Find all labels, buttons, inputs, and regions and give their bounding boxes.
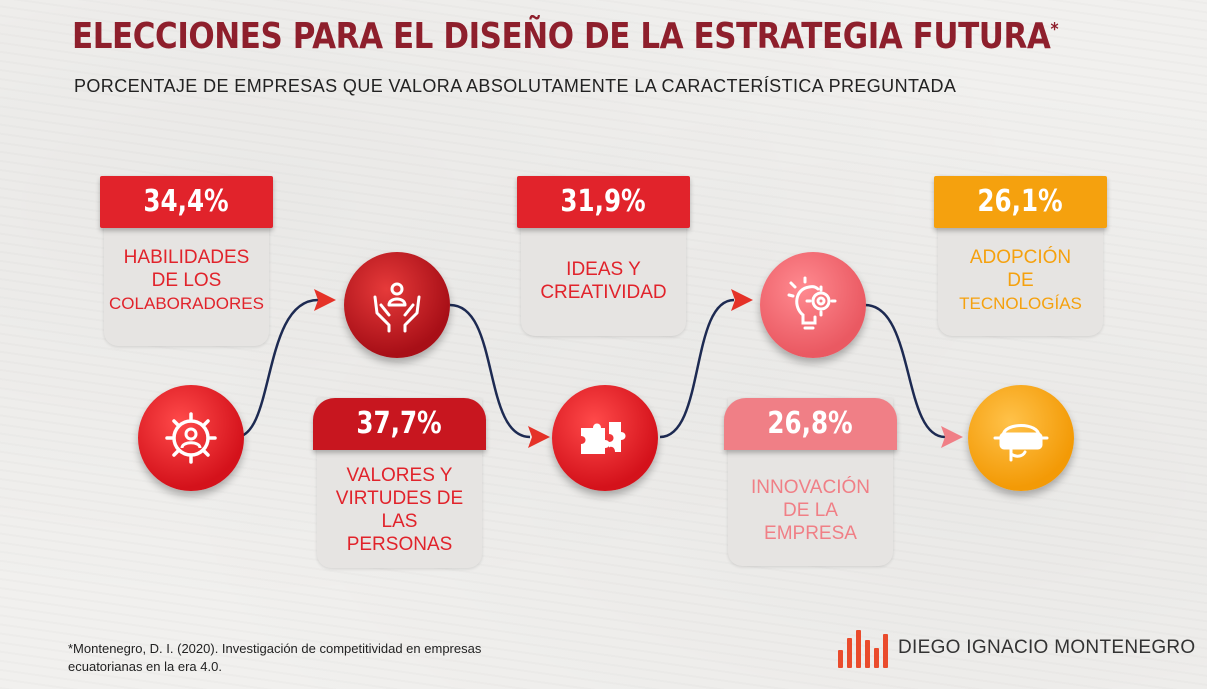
card-valores: 37,7% VALORES Y VIRTUDES DE LAS PERSONAS [313, 398, 486, 568]
card-label: IDEAS Y CREATIVIDAD [540, 259, 667, 303]
arrow-head-4 [941, 426, 963, 448]
connector-1 [235, 298, 319, 439]
card-label: HABILIDADES DE LOS COLABORADORES [109, 247, 264, 313]
value-badge: 34,4% [100, 176, 273, 228]
connector-2 [449, 303, 531, 439]
brand-logo: DIEGO IGNACIO MONTENEGRO [838, 628, 1196, 668]
brand-bars-icon [838, 628, 888, 668]
page-title: ELECCIONES PARA EL DISEÑO DE LA ESTRATEG… [72, 16, 1059, 57]
value-badge: 31,9% [517, 176, 690, 228]
gear-person-icon [138, 385, 244, 491]
page-subtitle: PORCENTAJE DE EMPRESAS QUE VALORA ABSOLU… [74, 76, 957, 96]
card-innovacion: 26,8% INNOVACIÓN DE LA EMPRESA [724, 398, 897, 566]
card-label: INNOVACIÓN DE LA EMPRESA [751, 477, 870, 544]
card-label: ADOPCIÓN DE TECNOLOGÍAS [959, 247, 1082, 313]
card-label: VALORES Y VIRTUDES DE LAS PERSONAS [335, 465, 464, 555]
card-adopcion: 26,1% ADOPCIÓN DE TECNOLOGÍAS [934, 176, 1107, 336]
vr-headset-icon [968, 385, 1074, 491]
puzzle-icon [552, 385, 658, 491]
value-badge: 26,8% [724, 398, 897, 450]
footnote: *Montenegro, D. I. (2020). Investigación… [68, 641, 482, 674]
connector-4 [864, 303, 946, 439]
card-ideas: 31,9% IDEAS Y CREATIVIDAD [517, 176, 690, 336]
value-badge: 37,7% [313, 398, 486, 450]
card-habilidades: 34,4% HABILIDADES DE LOS COLABORADORES [100, 176, 273, 346]
arrow-head-3 [731, 289, 753, 311]
arrow-head-1 [314, 289, 336, 311]
connector-3 [659, 298, 735, 439]
arrow-head-2 [528, 426, 550, 448]
brand-name: DIEGO IGNACIO MONTENEGRO [898, 637, 1196, 658]
bulb-gear-icon [760, 252, 866, 358]
hands-person-icon [344, 252, 450, 358]
value-badge: 26,1% [934, 176, 1107, 228]
